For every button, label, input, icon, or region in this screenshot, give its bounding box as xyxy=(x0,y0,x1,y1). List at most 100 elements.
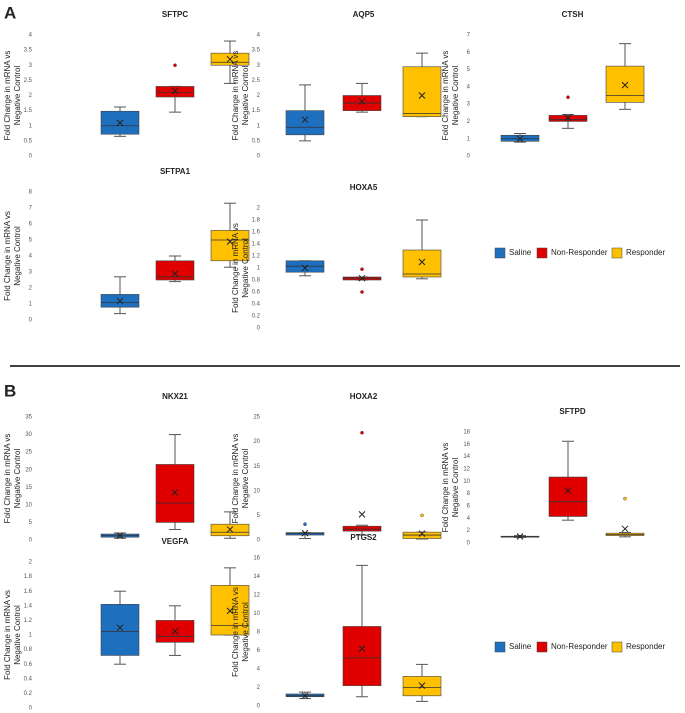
y-tick-label: 2 xyxy=(467,528,471,534)
y-tick-label: 1.4 xyxy=(252,242,261,248)
y-tick-label: 1 xyxy=(29,302,33,308)
mean xyxy=(418,530,426,537)
box xyxy=(342,525,382,532)
box xyxy=(605,65,645,103)
y-tick-label: 4 xyxy=(29,33,33,39)
y-tick-label: 0.2 xyxy=(24,691,33,697)
y-tick-label: 1.8 xyxy=(24,574,33,580)
mean xyxy=(171,87,179,95)
mean xyxy=(564,487,572,494)
y-tick-label: 3.5 xyxy=(24,48,33,54)
y-axis-label: Fold Change in mRNA vs xyxy=(441,51,450,141)
y-tick-label: 6 xyxy=(257,648,261,654)
box xyxy=(402,66,442,117)
y-tick-label: 20 xyxy=(25,467,32,473)
y-tick-label: 3 xyxy=(29,270,33,276)
outlier xyxy=(360,267,364,272)
y-tick-label: 0 xyxy=(467,154,471,160)
y-tick-label: 4 xyxy=(257,33,261,39)
y-tick-label: 6 xyxy=(29,222,33,228)
box xyxy=(210,585,250,636)
y-axis-label: Negative Control xyxy=(13,448,22,508)
mean xyxy=(516,135,524,143)
y-tick-label: 7 xyxy=(29,206,33,212)
y-tick-label: 1.8 xyxy=(252,218,261,224)
y-tick-label: 1 xyxy=(257,123,261,129)
box xyxy=(155,260,195,281)
chart-title: CTSH xyxy=(562,10,584,19)
box xyxy=(155,464,195,523)
y-tick-label: 2 xyxy=(29,286,33,292)
y-tick-label: 18 xyxy=(463,430,470,436)
y-tick-label: 12 xyxy=(463,467,470,473)
mean xyxy=(358,274,366,282)
legend-label: Responder xyxy=(626,248,665,257)
chart-title: AQP5 xyxy=(353,10,375,19)
y-tick-label: 0.8 xyxy=(24,647,33,653)
mean xyxy=(301,529,309,537)
y-axis-label: Fold Change in mRNA vs xyxy=(231,51,240,141)
legend-label: Saline xyxy=(509,642,532,651)
legend-label: Non-Responder xyxy=(551,642,608,651)
y-tick-label: 10 xyxy=(253,611,260,617)
mean xyxy=(358,98,366,105)
mean xyxy=(116,624,124,632)
y-tick-label: 0 xyxy=(29,154,33,160)
mean xyxy=(621,81,629,89)
y-tick-label: 0.4 xyxy=(252,302,261,308)
y-axis-label: Negative Control xyxy=(451,457,460,517)
y-tick-label: 0.4 xyxy=(24,676,33,682)
y-tick-label: 12 xyxy=(253,593,260,599)
y-tick-label: 2 xyxy=(257,93,261,99)
y-tick-label: 3 xyxy=(467,102,471,108)
y-tick-label: 8 xyxy=(257,630,261,636)
box xyxy=(210,230,250,262)
panel-label: A xyxy=(4,3,16,22)
y-tick-label: 2.5 xyxy=(24,78,33,84)
y-tick-label: 1.4 xyxy=(24,603,33,609)
legend-swatch xyxy=(611,247,623,259)
y-tick-label: 3 xyxy=(257,63,261,69)
y-tick-label: 0.5 xyxy=(252,138,261,144)
y-tick-label: 1.6 xyxy=(24,589,33,595)
y-axis-label: Negative Control xyxy=(241,602,250,662)
box xyxy=(155,86,195,98)
legend-swatch xyxy=(494,641,506,653)
mean xyxy=(226,238,234,245)
y-tick-label: 4 xyxy=(467,84,471,90)
y-tick-label: 0 xyxy=(257,538,261,544)
y-tick-label: 4 xyxy=(467,516,471,522)
y-tick-label: 6 xyxy=(467,50,471,56)
y-tick-label: 1 xyxy=(29,123,33,129)
y-axis-label: Fold Change in mRNA vs xyxy=(231,223,240,313)
y-tick-label: 0 xyxy=(29,538,33,544)
y-tick-label: 5 xyxy=(29,520,33,526)
chart-title: PTGS2 xyxy=(350,533,377,542)
y-tick-label: 1 xyxy=(467,136,471,142)
y-tick-label: 10 xyxy=(253,488,260,494)
y-tick-label: 8 xyxy=(467,491,471,497)
y-tick-label: 2 xyxy=(29,93,33,99)
y-tick-label: 3.5 xyxy=(252,48,261,54)
y-tick-label: 10 xyxy=(463,479,470,485)
y-tick-label: 15 xyxy=(25,485,32,491)
legend-label: Non-Responder xyxy=(551,248,608,257)
y-axis-label: Negative Control xyxy=(451,65,460,125)
y-tick-label: 6 xyxy=(467,504,471,510)
y-tick-label: 0 xyxy=(257,154,261,160)
y-tick-label: 0.5 xyxy=(24,138,33,144)
y-axis-label: Negative Control xyxy=(241,238,250,298)
mean xyxy=(226,526,234,533)
chart-title: VEGFA xyxy=(161,537,188,546)
y-tick-label: 14 xyxy=(253,574,260,580)
y-tick-label: 0 xyxy=(467,541,471,547)
y-tick-label: 10 xyxy=(25,502,32,508)
legend-swatch xyxy=(536,247,548,259)
y-tick-label: 20 xyxy=(253,439,260,445)
y-tick-label: 1.2 xyxy=(24,618,33,624)
mean xyxy=(418,682,426,690)
y-tick-label: 1 xyxy=(257,266,261,272)
mean xyxy=(621,525,629,533)
legend-label: Responder xyxy=(626,642,665,651)
